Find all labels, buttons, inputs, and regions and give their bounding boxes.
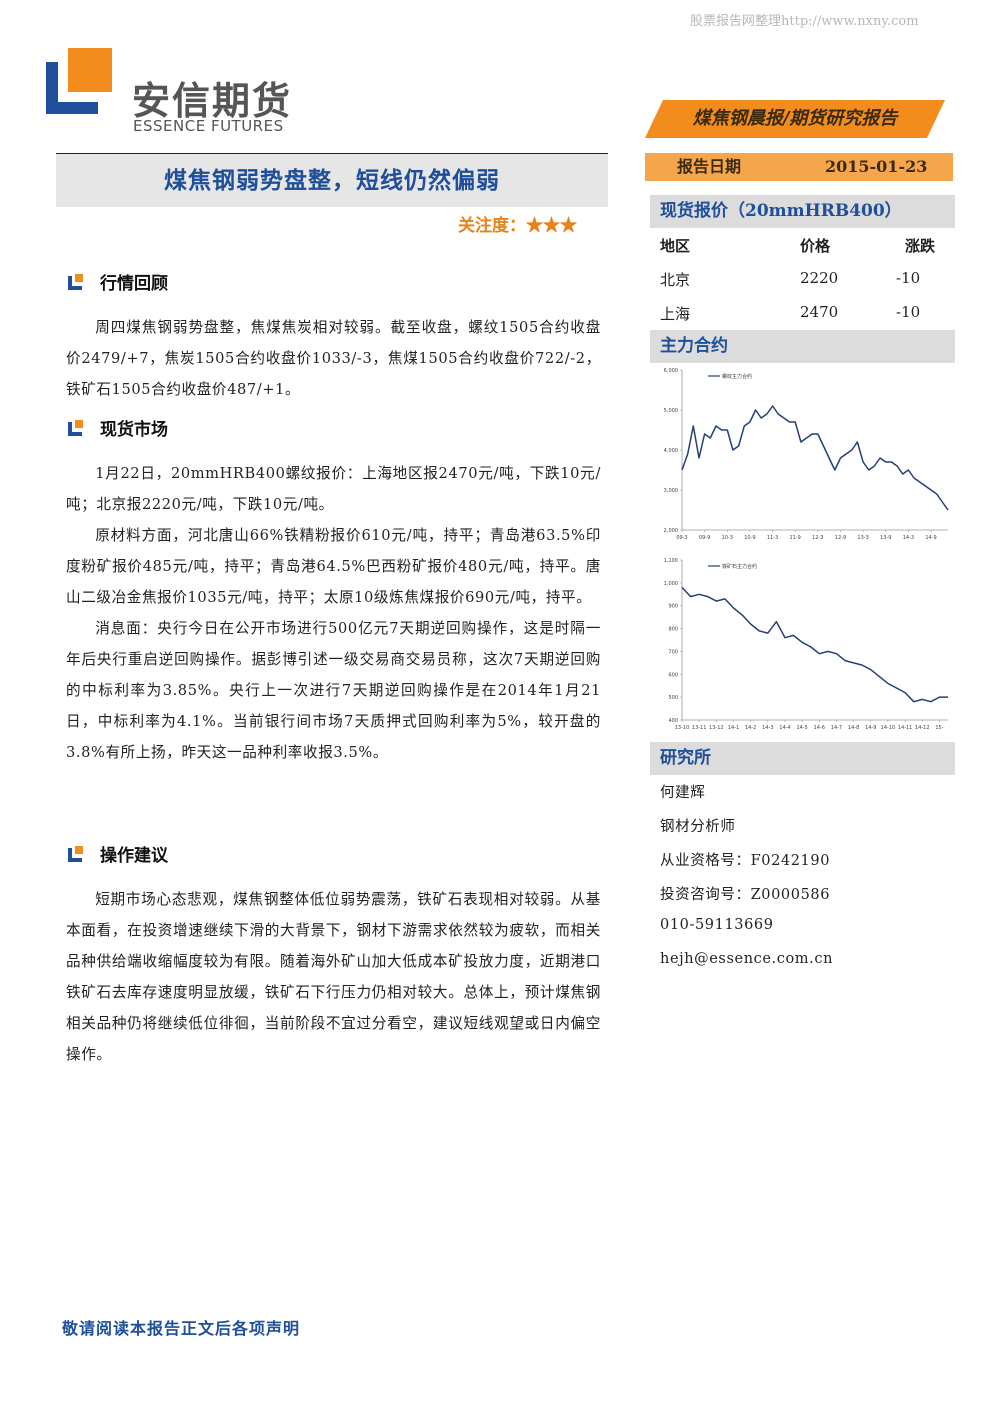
- research-line: hejh@essence.com.cn: [660, 951, 834, 967]
- y-tick-label: 800: [668, 627, 678, 633]
- x-tick-label: 14-9: [865, 725, 876, 731]
- research-line: 010-59113669: [660, 917, 774, 933]
- date: 2015-01-23: [825, 157, 928, 176]
- legend-label: 螺纹主力合约: [722, 373, 752, 380]
- x-tick-label: 14-1: [728, 725, 739, 731]
- x-tick-label: 10-9: [744, 535, 755, 541]
- cell: 2470: [800, 303, 839, 321]
- y-tick-label: 6,000: [664, 368, 678, 374]
- paragraph: 消息面：央行今日在公开市场进行500亿元7天期逆回购操作，这是时隔一年后央行重启…: [66, 620, 601, 761]
- col-header: 地区: [660, 237, 691, 255]
- date-bar: 报告日期 2015-01-23: [645, 153, 953, 181]
- x-tick-label: 10-3: [722, 535, 733, 541]
- y-tick-label: 700: [668, 649, 678, 655]
- attention-stars: ★★★: [526, 216, 577, 236]
- research-line: 钢材分析师: [660, 819, 736, 835]
- x-tick-label: 14-3: [762, 725, 773, 731]
- x-tick-label: 13-11: [692, 725, 707, 731]
- legend-label: 铁矿石主力合约: [722, 563, 757, 570]
- col-header: 价格: [800, 237, 831, 255]
- x-tick-label: 14-9: [925, 535, 936, 541]
- x-tick-label: 14-11: [898, 725, 913, 731]
- research-line: 投资咨询号：Z0000586: [660, 887, 831, 903]
- paragraph: 周四煤焦钢弱势盘整，焦煤焦炭相对较弱。截至收盘，螺纹1505合约收盘价2479/…: [66, 319, 601, 398]
- x-tick-label: 13-3: [857, 535, 868, 541]
- section: 操作建议短期市场心态悲观，煤焦钢整体低位弱势震荡，铁矿石表现相对较弱。从基本面看…: [66, 840, 601, 1070]
- y-tick-label: 4,000: [664, 448, 678, 454]
- logo-text: 安信期货: [132, 79, 293, 123]
- x-tick-label: 14-2: [745, 725, 756, 731]
- chart: 2,000 3,000 4,000 5,000 6,000 09-3 09-9 10-3 10-…: [664, 368, 949, 541]
- section: 行情回顾周四煤焦钢弱势盘整，焦煤焦炭相对较弱。截至收盘，螺纹1505合约收盘价2…: [66, 268, 601, 405]
- report-banner: 煤焦钢晨报/期货研究报告: [645, 100, 945, 138]
- spot-title: 现货报价（20mmHRB400）: [650, 195, 955, 228]
- y-tick-label: 900: [668, 604, 678, 610]
- attention-label: 关注度：: [458, 216, 526, 236]
- paragraph: 短期市场心态悲观，煤焦钢整体低位弱势震荡，铁矿石表现相对较弱。从基本面看，在投资…: [66, 891, 601, 1063]
- section-heading: 行情回顾: [66, 268, 601, 300]
- logo-subtext: ESSENCE FUTURES: [133, 117, 284, 135]
- y-tick-label: 1,000: [664, 581, 678, 587]
- x-tick-label: 12-3: [812, 535, 823, 541]
- x-tick-label: 13-9: [880, 535, 891, 541]
- x-tick-label: 14-4: [779, 725, 790, 731]
- x-tick-label: 13-10: [675, 725, 690, 731]
- x-tick-label: 11-9: [790, 535, 801, 541]
- cell: 2220: [800, 269, 839, 287]
- x-tick-label: 11-3: [767, 535, 778, 541]
- series-line: [681, 405, 949, 511]
- x-tick-label: 14-6: [814, 725, 825, 731]
- cell: -10: [896, 269, 921, 287]
- section: 现货市场 1月22日，20mmHRB400螺纹报价：上海地区报2470元/吨，下跌…: [66, 414, 601, 768]
- contracts-title: 主力合约: [650, 330, 955, 363]
- y-tick-label: 1,100: [664, 558, 678, 564]
- watermark: 股票报告网整理http://www.nxny.com: [690, 14, 919, 29]
- x-tick-label: 09-9: [699, 535, 710, 541]
- attention: 关注度：★★★: [458, 211, 577, 236]
- y-tick-label: 2,000: [664, 528, 678, 534]
- paragraph: 原材料方面，河北唐山66%铁精粉报价610元/吨，持平；青岛港63.5%印度粉矿…: [66, 527, 601, 606]
- chart: 400 500 600 700 800 900 1,000 1,100 13-10 13-11 13…: [664, 558, 948, 731]
- x-tick-label: 14-5: [796, 725, 807, 731]
- x-tick-label: 09-3: [676, 535, 687, 541]
- x-tick-label: 14-10: [881, 725, 896, 731]
- x-tick-label: 13-12: [709, 725, 724, 731]
- cell: -10: [896, 303, 921, 321]
- series-line: [681, 586, 948, 703]
- footer: 敬请阅读本报告正文后各项声明: [62, 1319, 301, 1338]
- y-tick-label: 500: [668, 695, 678, 701]
- cell: 北京: [660, 271, 691, 289]
- x-tick-label: 14-8: [848, 725, 859, 731]
- x-tick-label: 14-7: [831, 725, 842, 731]
- x-tick-label: 15-: [935, 725, 943, 731]
- paragraph: 1月22日，20mmHRB400螺纹报价：上海地区报2470元/吨，下跌10元/…: [66, 465, 601, 513]
- y-tick-label: 600: [668, 672, 678, 678]
- logo-icon: [46, 48, 112, 114]
- x-tick-label: 14-3: [903, 535, 914, 541]
- section-heading: 操作建议: [66, 840, 601, 872]
- x-tick-label: 14-12: [915, 725, 930, 731]
- y-tick-label: 400: [668, 718, 678, 724]
- cell: 上海: [660, 305, 691, 323]
- y-tick-label: 5,000: [664, 408, 678, 414]
- x-tick-label: 12-9: [835, 535, 846, 541]
- col-header: 涨跌: [905, 237, 936, 255]
- research-line: 何建辉: [660, 785, 706, 801]
- research-line: 从业资格号：F0242190: [660, 853, 831, 869]
- report-title: 煤焦钢弱势盘整，短线仍然偏弱: [56, 153, 608, 207]
- section-heading: 现货市场: [66, 414, 601, 446]
- y-tick-label: 3,000: [664, 488, 678, 494]
- date-label: 报告日期: [677, 157, 742, 176]
- research-title: 研究所: [650, 742, 955, 775]
